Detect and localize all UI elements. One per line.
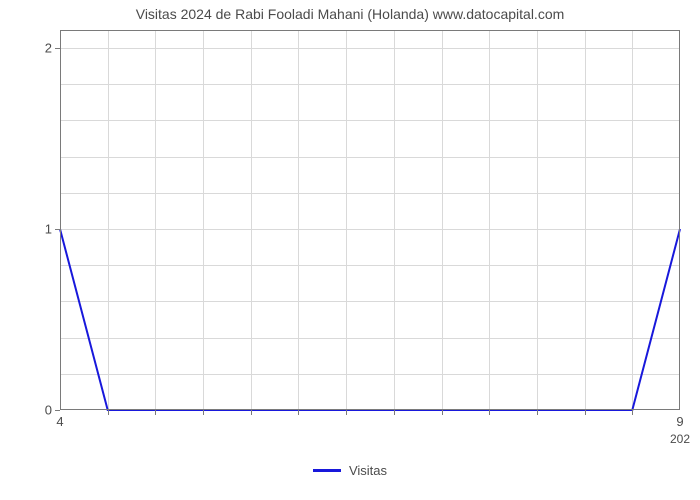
- x-tick-mark: [155, 410, 156, 415]
- x-tick-mark: [251, 410, 252, 415]
- legend-label: Visitas: [349, 463, 387, 478]
- x-tick-mark: [537, 410, 538, 415]
- plot-area: [60, 30, 680, 410]
- chart-container: Visitas 2024 de Rabi Fooladi Mahani (Hol…: [0, 0, 700, 500]
- y-tick-label: 2: [12, 41, 52, 56]
- x-tick-mark: [346, 410, 347, 415]
- y-tick-label: 1: [12, 222, 52, 237]
- legend: Visitas: [0, 462, 700, 478]
- x-tick-mark: [632, 410, 633, 415]
- x-tick-mark: [108, 410, 109, 415]
- y-tick-mark: [55, 410, 60, 411]
- x-tick-mark: [442, 410, 443, 415]
- x-sub-label: 202: [670, 432, 690, 446]
- x-tick-mark: [203, 410, 204, 415]
- x-tick-mark: [298, 410, 299, 415]
- x-tick-mark: [489, 410, 490, 415]
- chart-title: Visitas 2024 de Rabi Fooladi Mahani (Hol…: [0, 6, 700, 22]
- x-tick-label: 4: [56, 414, 63, 429]
- y-tick-label: 0: [12, 403, 52, 418]
- x-tick-label: 9: [676, 414, 683, 429]
- legend-swatch: [313, 469, 341, 472]
- y-tick-mark: [55, 48, 60, 49]
- plot-border: [60, 30, 680, 410]
- x-tick-mark: [585, 410, 586, 415]
- x-tick-mark: [394, 410, 395, 415]
- y-tick-mark: [55, 229, 60, 230]
